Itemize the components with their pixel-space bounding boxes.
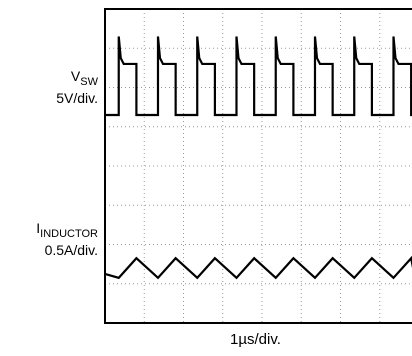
inductor-trace [104, 255, 412, 280]
grid [105, 9, 412, 323]
plot-frame [104, 8, 412, 324]
vsw-name: V [70, 68, 81, 84]
inductor-trace-label: IINDUCTOR 0.5A/div. [2, 220, 98, 258]
inductor-scale: 0.5A/div. [44, 242, 98, 258]
x-scale-label: 1µs/div. [230, 331, 281, 348]
vsw-scale: 5V/div. [56, 90, 98, 106]
vsw-trace [105, 36, 412, 117]
inductor-subscript: INDUCTOR [40, 228, 98, 240]
inductor-name: I [36, 220, 41, 236]
vsw-trace-label: VSW 5V/div. [40, 68, 98, 106]
vsw-subscript: SW [80, 76, 98, 88]
